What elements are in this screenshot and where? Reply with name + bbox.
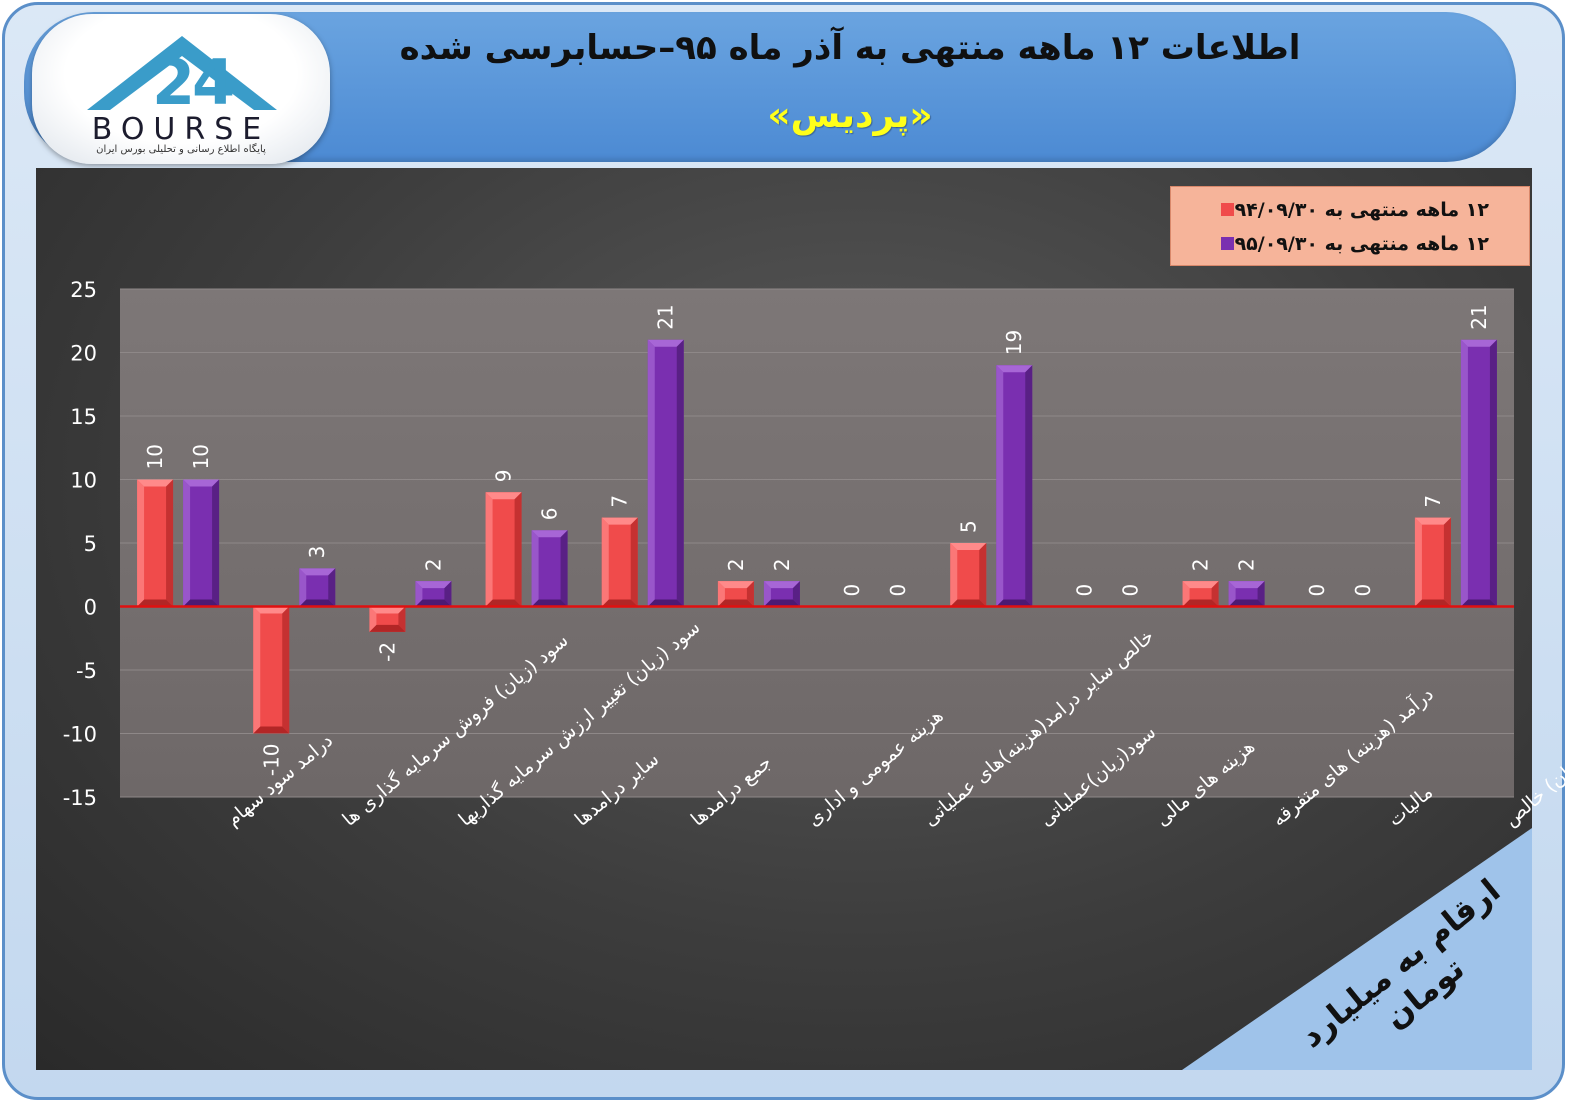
data-label: 5	[956, 520, 980, 533]
y-tick-label: -15	[63, 786, 97, 810]
bar-s2	[415, 581, 452, 607]
legend-swatch-2	[1221, 237, 1234, 250]
logo-word: BOURSE	[91, 112, 271, 147]
data-label: -2	[375, 642, 399, 662]
bar-s2	[1228, 581, 1265, 607]
bar-s1	[253, 606, 290, 734]
bourse-24-logo-icon: 2 4	[87, 36, 277, 114]
chart-legend: ۱۲ ماهه منتهی به ۹۴/۰۹/۳۰ ۱۲ ماهه منتهی …	[1170, 186, 1530, 266]
data-label: 21	[1467, 304, 1491, 329]
legend-label-2: ۱۲ ماهه منتهی به ۹۵/۰۹/۳۰	[1234, 233, 1489, 255]
bar-s1	[717, 581, 754, 607]
data-label: 19	[1002, 330, 1026, 355]
svg-text:4: 4	[192, 46, 235, 114]
legend-label-1: ۱۲ ماهه منتهی به ۹۴/۰۹/۳۰	[1234, 199, 1489, 221]
y-tick-label: 10	[70, 469, 97, 493]
data-label: 7	[1421, 495, 1445, 508]
svg-text:2: 2	[152, 46, 195, 114]
legend-item-1: ۱۲ ماهه منتهی به ۹۴/۰۹/۳۰	[1235, 199, 1489, 221]
page-title: اطلاعات ۱۲ ماهه منتهی به آذر ماه ۹۵–حساب…	[399, 28, 1301, 68]
bar-s1	[601, 517, 638, 607]
bar-s2	[299, 568, 336, 607]
data-label: 21	[654, 304, 678, 329]
data-label: 0	[1351, 584, 1375, 597]
data-label: 2	[1189, 558, 1213, 571]
data-label: -10	[259, 744, 283, 777]
logo: 2 4 BOURSE پایگاه اطلاع رسانی و تحلیلی ب…	[32, 14, 330, 164]
y-tick-label: 5	[84, 532, 97, 556]
bar-s1	[950, 543, 987, 607]
logo-tagline: پایگاه اطلاع رسانی و تحلیلی بورس ایران	[96, 144, 266, 155]
bar-s1	[137, 479, 174, 607]
y-tick-label: 25	[70, 278, 97, 302]
bar-s1	[369, 606, 406, 632]
data-label: 2	[770, 558, 794, 571]
data-label: 0	[1072, 584, 1096, 597]
bar-s1	[485, 492, 522, 607]
data-label: 9	[492, 469, 516, 482]
bar-s2	[763, 581, 800, 607]
bar-s2	[647, 339, 684, 607]
bar-s2	[183, 479, 220, 607]
data-label: 0	[1305, 584, 1329, 597]
data-label: 2	[421, 558, 445, 571]
bar-s1	[1182, 581, 1219, 607]
y-tick-label: 20	[70, 342, 97, 366]
bar-s1	[1414, 517, 1451, 607]
data-label: 2	[724, 558, 748, 571]
bar-s2	[996, 365, 1033, 607]
data-label: 2	[1235, 558, 1259, 571]
y-tick-label: -5	[76, 659, 97, 683]
y-tick-label: 15	[70, 405, 97, 429]
data-label: 7	[608, 495, 632, 508]
data-label: 0	[1118, 584, 1142, 597]
legend-item-2: ۱۲ ماهه منتهی به ۹۵/۰۹/۳۰	[1235, 233, 1489, 255]
bar-s2	[1460, 339, 1497, 607]
y-tick-label: -10	[63, 723, 97, 747]
data-label: 10	[189, 444, 213, 469]
data-label: 0	[886, 584, 910, 597]
bar-s2	[531, 530, 568, 607]
data-label: 3	[305, 546, 329, 559]
page-subtitle: «پردیس»	[767, 95, 933, 136]
data-label: 6	[538, 508, 562, 521]
legend-swatch-1	[1221, 203, 1234, 216]
data-label: 10	[143, 444, 167, 469]
data-label: 0	[840, 584, 864, 597]
y-tick-label: 0	[84, 596, 97, 620]
